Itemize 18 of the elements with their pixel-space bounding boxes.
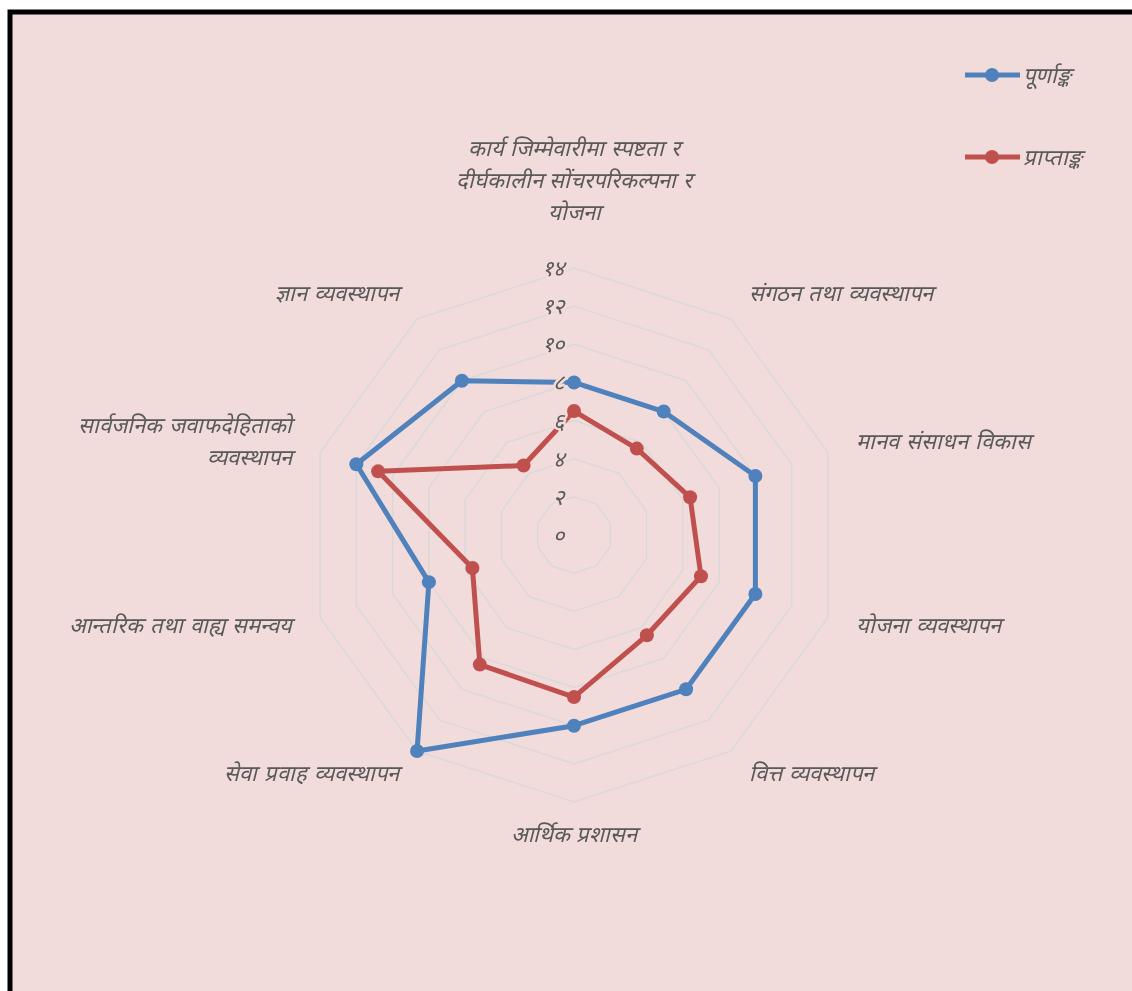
spoke-label: मानव संसाधन विकास [856,429,1036,455]
y-tick-label: १४ [542,256,567,281]
y-tick-label: १० [542,332,566,358]
spoke-label: आर्थिक प्रशासन [510,822,642,847]
y-tick-label: २ [553,484,566,510]
spoke-label: संगठन तथा व्यवस्थापन [748,280,937,306]
legend-label: प्राप्ताङ्क [1023,145,1086,170]
spoke-label: सेवा प्रवाह व्यवस्थापन [224,761,404,787]
spoke-label: आन्तरिक तथा वाह्य समन्वय [68,612,296,638]
legend-label: पूर्णाङ्क [1023,63,1075,90]
spoke-label: सार्वजनिक जवाफदेहिताको व्यवस्थापन [77,413,296,471]
spoke-label: योजना व्यवस्थापन [856,612,1006,638]
y-tick-label: १२ [542,294,566,320]
y-tick-label: ४ [553,446,567,472]
y-tick-label: ० [553,523,566,548]
spoke-label: वित्त व्यवस्थापन [748,761,878,787]
spoke-label: कार्य जिम्मेवारीमा स्पष्टता र दीर्घकालीन सोंचरपरिकल्पना र योजना [455,136,697,225]
spoke-label: ज्ञान व्यवस्थापन [275,280,404,306]
